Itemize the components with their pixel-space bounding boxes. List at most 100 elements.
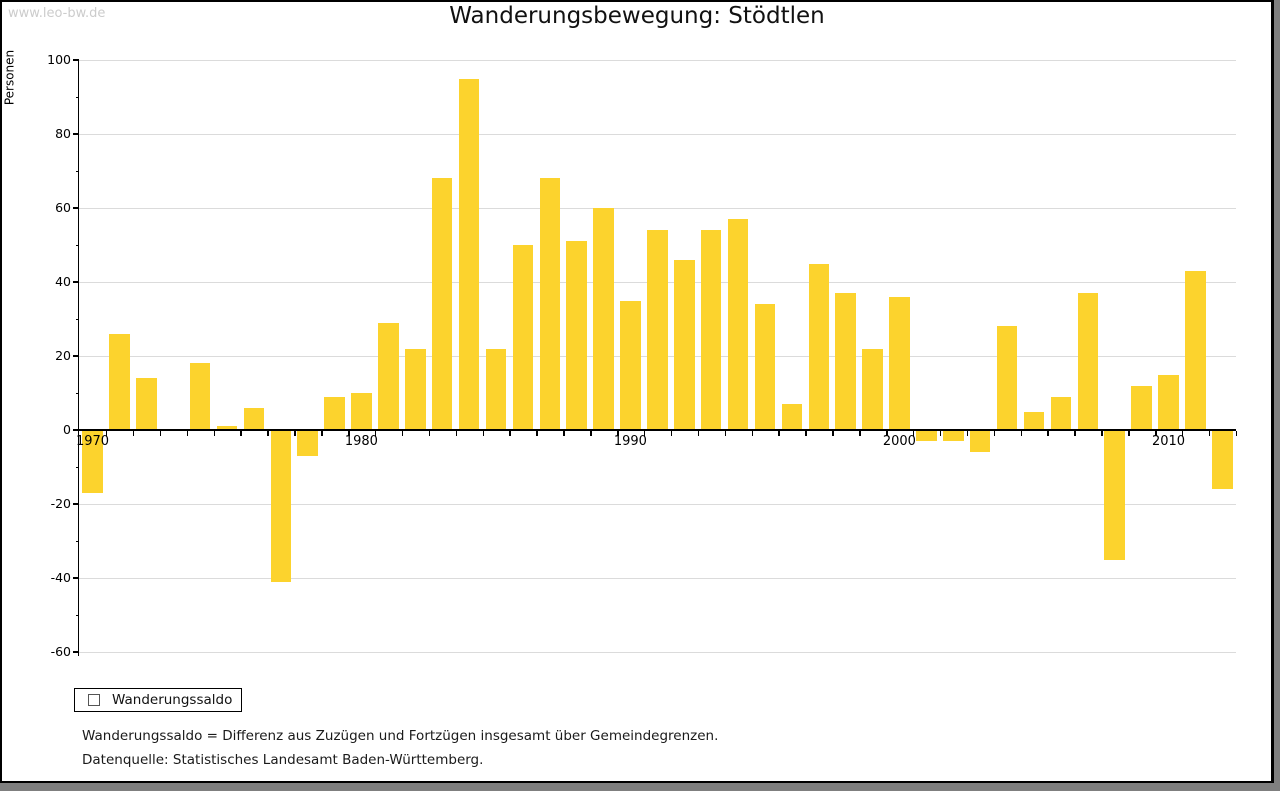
x-tick-label-1980: 1980 xyxy=(344,433,378,449)
x-tick-1 xyxy=(105,430,108,436)
y-axis-line xyxy=(77,59,79,656)
x-tick-8 xyxy=(294,430,296,436)
bar-1974 xyxy=(189,363,211,430)
bar-1985 xyxy=(485,348,507,430)
bar-2003 xyxy=(969,430,991,453)
bar-1991 xyxy=(647,230,668,430)
bar-2009 xyxy=(1131,385,1152,430)
window-shadow-bottom xyxy=(0,783,1280,791)
gridline--20 xyxy=(79,504,1236,505)
bar-1997 xyxy=(808,263,830,430)
gridline--40 xyxy=(79,578,1236,579)
bar-1998 xyxy=(835,293,856,430)
bar-1975 xyxy=(216,426,238,430)
y-minor-tick-50 xyxy=(75,244,79,246)
legend: Wanderungssaldo xyxy=(74,688,242,712)
x-tick-37 xyxy=(1074,430,1076,436)
y-tick-label--60: -60 xyxy=(50,644,71,659)
y-tick--60 xyxy=(73,651,79,653)
bar-1994 xyxy=(727,219,749,430)
bar-2011 xyxy=(1185,270,1206,430)
y-minor-tick-30 xyxy=(75,318,79,320)
bar-1986 xyxy=(512,245,534,430)
y-tick-label-0: 0 xyxy=(63,422,71,437)
x-tick-19 xyxy=(590,430,592,436)
window-border-right xyxy=(1271,0,1274,783)
bar-2004 xyxy=(996,326,1018,430)
bar-1990 xyxy=(620,300,641,430)
bar-1999 xyxy=(862,348,883,430)
x-tick-2 xyxy=(132,430,135,436)
y-tick-label-80: 80 xyxy=(55,126,71,141)
x-tick-25 xyxy=(751,430,753,436)
bar-1996 xyxy=(781,404,803,430)
bar-1989 xyxy=(593,208,614,430)
y-minor-tick--50 xyxy=(75,614,79,616)
y-tick-60 xyxy=(73,207,79,209)
y-tick-label-100: 100 xyxy=(47,52,71,67)
x-tick-10 xyxy=(348,430,350,436)
x-tick-label-2000: 2000 xyxy=(882,433,916,449)
bar-1993 xyxy=(700,230,722,430)
window-shadow-right xyxy=(1273,0,1280,791)
x-tick-label-2010: 2010 xyxy=(1151,433,1186,449)
x-tick-30 xyxy=(886,430,888,436)
gridline-100 xyxy=(79,60,1236,61)
gridline--60 xyxy=(79,652,1236,653)
x-tick-39 xyxy=(1128,430,1130,436)
y-minor-tick--30 xyxy=(75,540,79,542)
x-tick-43 xyxy=(1235,430,1238,436)
y-minor-tick-10 xyxy=(75,392,79,394)
x-tick-27 xyxy=(805,430,807,436)
watermark: www.leo-bw.de xyxy=(8,6,106,21)
bar-1981 xyxy=(378,322,399,430)
bar-2000 xyxy=(889,296,910,430)
x-tick-38 xyxy=(1101,430,1103,436)
x-tick-3 xyxy=(159,430,162,436)
y-tick-label-20: 20 xyxy=(55,348,71,363)
y-tick-0 xyxy=(73,429,79,431)
x-tick-20 xyxy=(617,430,619,436)
window-border-bottom xyxy=(0,780,1274,783)
window-border-left xyxy=(0,0,2,783)
x-tick-16 xyxy=(509,430,511,436)
y-tick-label--20: -20 xyxy=(50,496,71,511)
x-tick-40 xyxy=(1155,430,1157,436)
bar-1976 xyxy=(243,407,265,430)
x-tick-26 xyxy=(778,430,780,436)
x-tick-29 xyxy=(859,430,861,436)
x-tick-32 xyxy=(939,430,942,436)
x-tick-41 xyxy=(1181,430,1184,436)
chart-title: Wanderungsbewegung: Stödtlen xyxy=(449,3,825,29)
x-tick-35 xyxy=(1020,430,1022,436)
y-tick-40 xyxy=(73,281,79,283)
y-minor-tick-70 xyxy=(75,170,79,172)
bar-2001 xyxy=(916,430,937,442)
bar-2012 xyxy=(1212,430,1233,490)
bar-2002 xyxy=(943,430,964,442)
x-tick-label-1970: 1970 xyxy=(75,433,110,449)
gridline-60 xyxy=(79,208,1236,209)
bar-1972 xyxy=(136,378,157,430)
x-tick-17 xyxy=(536,430,538,436)
x-tick-31 xyxy=(912,430,915,436)
bar-1977 xyxy=(270,430,292,582)
x-tick-22 xyxy=(670,430,673,436)
bar-1987 xyxy=(539,178,561,430)
y-tick-100 xyxy=(73,59,79,61)
bar-2007 xyxy=(1077,293,1099,430)
bar-1992 xyxy=(674,259,695,430)
gridline-80 xyxy=(79,134,1236,135)
x-tick-34 xyxy=(993,430,996,436)
bar-2010 xyxy=(1158,374,1179,430)
bar-2006 xyxy=(1050,396,1072,430)
x-tick-33 xyxy=(966,430,969,436)
x-tick-23 xyxy=(697,430,700,436)
caption-definition: Wanderungssaldo = Differenz aus Zuzügen … xyxy=(82,728,719,744)
bar-1971 xyxy=(109,333,130,430)
x-tick-18 xyxy=(563,430,565,436)
x-tick-15 xyxy=(482,430,484,436)
x-axis-line xyxy=(79,428,1236,431)
